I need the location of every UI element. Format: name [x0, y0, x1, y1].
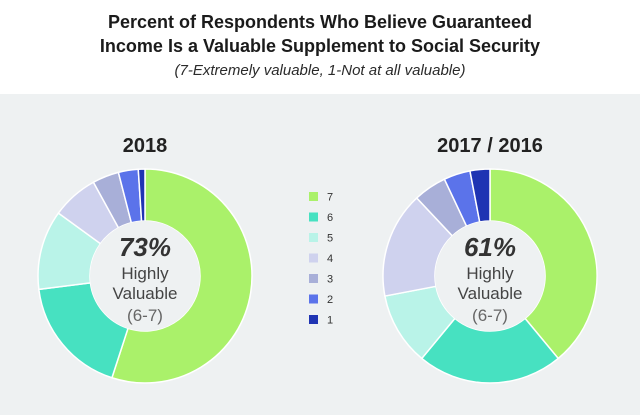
chart-title-line-1: Percent of Respondents Who Believe Guara…	[107, 12, 533, 32]
chart-subtitle: (7-Extremely valuable, 1-Not at all valu…	[174, 62, 466, 79]
chart-1-title: 2018	[123, 135, 168, 157]
legend-label-2: 2	[327, 294, 333, 306]
legend-swatch-7	[309, 192, 318, 201]
chart-2-percent: 61%	[464, 232, 516, 262]
legend-label-6: 6	[327, 212, 333, 224]
legend-swatch-2	[309, 294, 318, 304]
legend-swatch-5	[309, 233, 318, 242]
chart-1-center-hole	[90, 221, 200, 331]
chart-1-percent: 73%	[119, 232, 171, 262]
chart-title: Percent of Respondents Who Believe Guara…	[0, 0, 640, 58]
chart-header: Percent of Respondents Who Believe Guara…	[0, 0, 640, 94]
chart-2-title: 2017 / 2016	[437, 135, 543, 157]
legend-swatch-6	[309, 212, 318, 222]
chart-1-label-line-1: Highly	[121, 264, 169, 283]
chart-2-label-line-1: Highly	[466, 264, 514, 283]
chart-title-line-2: Income Is a Valuable Supplement to Socia…	[99, 36, 541, 56]
legend-label-5: 5	[327, 233, 333, 245]
legend-label-3: 3	[327, 274, 333, 286]
legend-swatch-3	[309, 274, 318, 283]
legend-swatch-4	[309, 253, 318, 263]
chart-2-label-line-2: Valuable	[458, 284, 523, 303]
chart-2-range: (6-7)	[472, 306, 508, 325]
chart-1-range: (6-7)	[127, 306, 163, 325]
legend-label-7: 7	[327, 192, 333, 204]
chart-1-label-line-2: Valuable	[113, 284, 178, 303]
legend-label-1: 1	[327, 315, 333, 327]
chart-2-center-hole	[435, 221, 545, 331]
legend-label-4: 4	[327, 253, 333, 265]
legend-swatch-1	[309, 315, 318, 324]
